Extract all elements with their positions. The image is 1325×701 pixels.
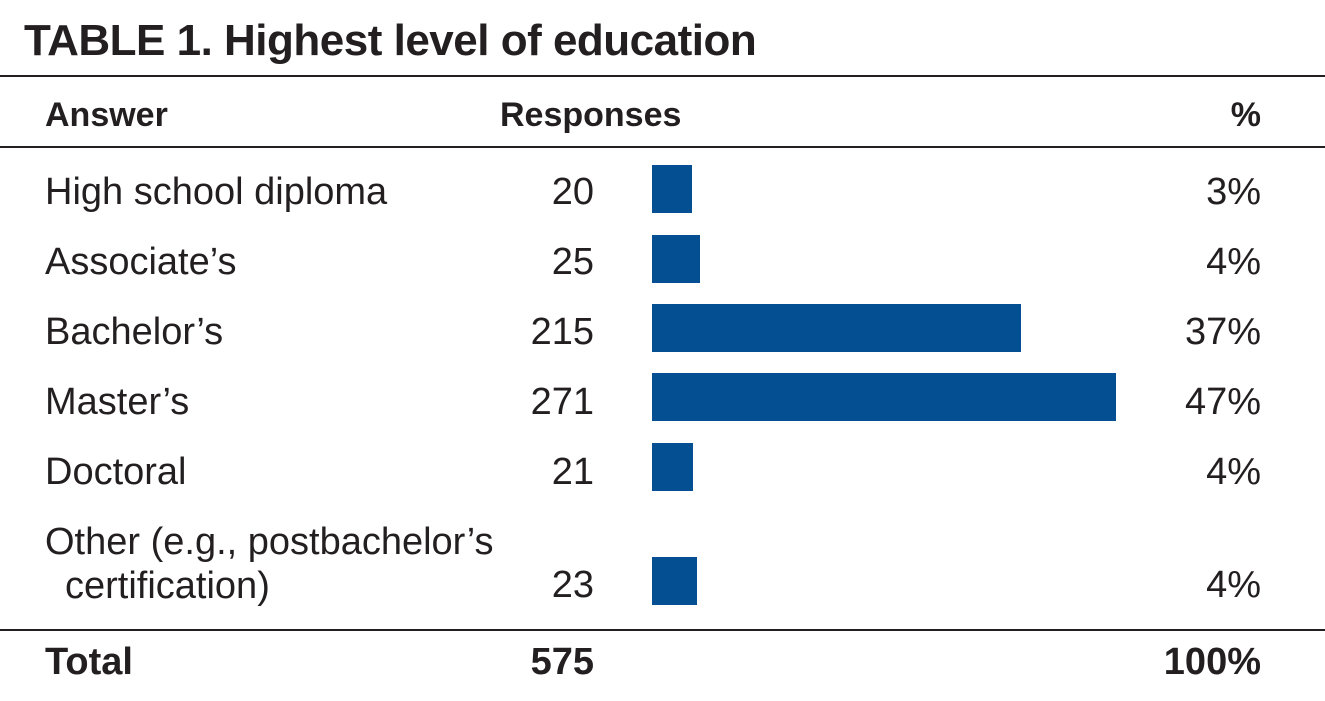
response-bar (652, 304, 1021, 352)
header-percent: % (1230, 96, 1261, 134)
row-percent: 4% (1206, 241, 1261, 283)
row-percent: 4% (1206, 564, 1261, 606)
top-rule (0, 75, 1325, 77)
header-responses: Responses (500, 96, 682, 134)
row-label: Other (e.g., postbachelor’s certification… (45, 521, 494, 607)
header-answer: Answer (45, 96, 168, 134)
row-responses: 23 (551, 564, 594, 606)
row-percent: 3% (1206, 171, 1261, 213)
row-percent: 4% (1206, 451, 1261, 493)
row-responses: 25 (551, 241, 594, 283)
row-label: Associate’s (45, 241, 237, 283)
row-label: Bachelor’s (45, 311, 224, 353)
total-label: Total (45, 641, 133, 683)
response-bar (652, 165, 692, 213)
row-percent: 37% (1184, 311, 1261, 353)
total-responses: 575 (530, 641, 594, 683)
header-rule (0, 146, 1325, 148)
row-responses: 215 (530, 311, 594, 353)
row-responses: 21 (551, 451, 594, 493)
total-rule (0, 629, 1325, 631)
row-label-line2: certification) (65, 565, 270, 607)
row-percent: 47% (1184, 381, 1261, 423)
response-bar (652, 443, 693, 491)
row-label: High school diploma (45, 171, 388, 213)
row-label: Doctoral (45, 451, 187, 493)
row-responses: 271 (530, 381, 594, 423)
row-responses: 20 (551, 171, 594, 213)
response-bar (652, 373, 1116, 421)
table-title: TABLE 1. Highest level of education (24, 16, 757, 65)
total-percent: 100% (1163, 641, 1261, 683)
response-bar (652, 235, 700, 283)
row-label: Master’s (45, 381, 190, 423)
response-bar (652, 557, 697, 605)
